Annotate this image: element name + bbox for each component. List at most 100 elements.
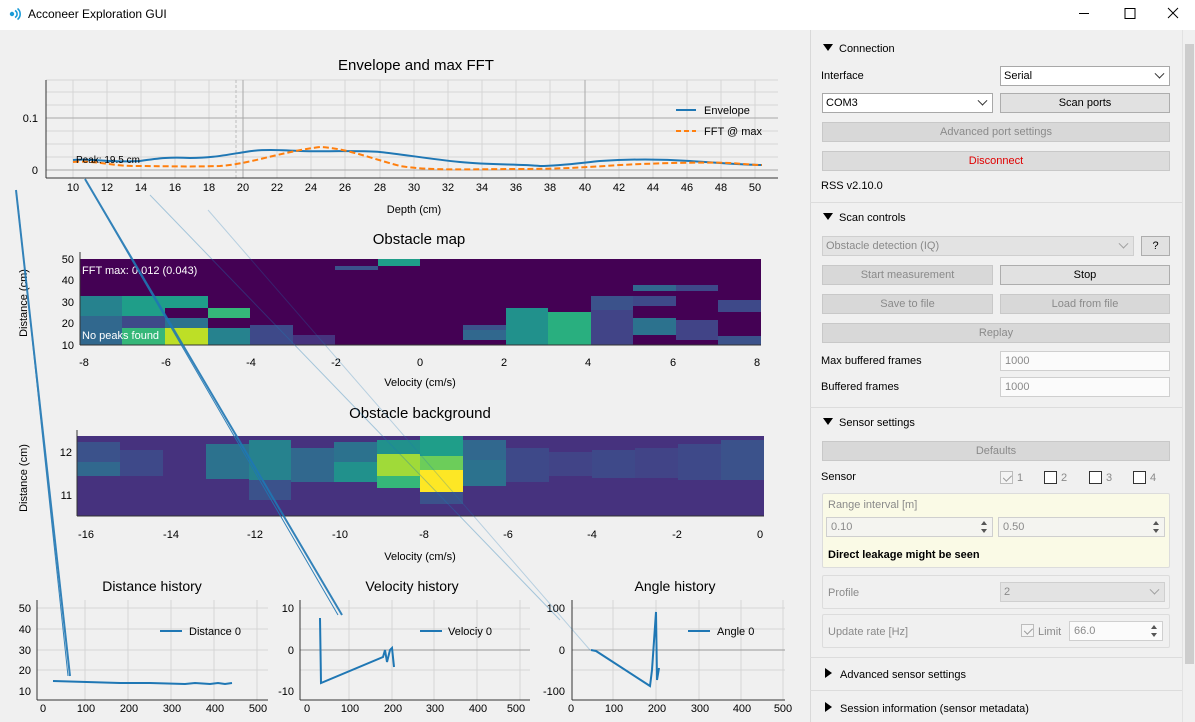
session-info-header[interactable]: Session information (sensor metadata) — [823, 702, 1029, 715]
scrollbar-thumb[interactable] — [1185, 44, 1194, 664]
x-tick: 400 — [733, 703, 751, 715]
max-buffered-frames-input[interactable]: 1000 — [1000, 351, 1170, 371]
distance-line — [52, 680, 233, 686]
defaults-button[interactable]: Defaults — [822, 441, 1170, 461]
sensor-3-checkbox[interactable] — [1089, 471, 1102, 484]
x-tick: 34 — [476, 182, 488, 194]
x-tick: 200 — [384, 703, 402, 715]
sensor-1-checkbox[interactable] — [1000, 471, 1013, 484]
distance-history-title: Distance history — [102, 578, 202, 594]
angle-history-plot[interactable]: Angle 0 100 0 -100 0 100 200 300 400 500 — [543, 600, 792, 715]
minimize-icon — [1079, 13, 1089, 14]
peak-label: Peak: 19.5 cm — [76, 155, 140, 166]
plot-area: Envelope and max FFT — [0, 30, 806, 722]
update-rate-input[interactable]: 66.0 — [1069, 621, 1163, 641]
envelope-plot-title: Envelope and max FFT — [338, 57, 494, 74]
chevron-down-icon — [977, 95, 988, 106]
y-tick: 100 — [547, 603, 565, 615]
scan-controls-header[interactable]: Scan controls — [823, 212, 906, 224]
y-tick: 50 — [62, 254, 74, 266]
x-tick: -6 — [503, 529, 513, 541]
x-tick: 200 — [120, 703, 138, 715]
y-tick: -10 — [278, 686, 294, 698]
obstacle-background-plot[interactable]: 12 11 -16 -14 -12 -10 -8 -6 -4 -2 0 Velo… — [18, 430, 764, 563]
load-from-file-button[interactable]: Load from file — [1000, 294, 1170, 314]
x-tick: 4 — [585, 357, 591, 369]
x-tick: -10 — [332, 529, 348, 541]
x-axis-label: Depth (cm) — [387, 204, 441, 216]
title-bar: Acconeer Exploration GUI — [0, 0, 1195, 30]
buffered-frames-input[interactable]: 1000 — [1000, 377, 1170, 397]
port-select[interactable]: COM3 — [822, 93, 993, 113]
divider — [810, 407, 1182, 408]
sensor-3-label: 3 — [1106, 472, 1113, 484]
profile-select[interactable]: 2 — [1000, 582, 1165, 602]
obstacle-map-plot[interactable]: FFT max: 0.012 (0.043) No peaks found 50… — [18, 252, 761, 389]
y-tick: 40 — [19, 624, 31, 636]
legend-envelope: Envelope — [704, 105, 750, 117]
y-tick: 10 — [62, 340, 74, 352]
service-select[interactable]: Obstacle detection (IQ) — [822, 236, 1134, 256]
angle-history-title: Angle history — [635, 578, 716, 594]
x-tick: -12 — [247, 529, 263, 541]
y-tick: 0 — [288, 645, 294, 657]
y-tick: 20 — [19, 665, 31, 677]
velocity-history-title: Velocity history — [365, 578, 458, 594]
maximize-button[interactable] — [1107, 0, 1153, 28]
stop-button[interactable]: Stop — [1000, 265, 1170, 285]
velocity-history-plot[interactable]: Velociy 0 10 0 -10 0 100 200 300 400 500 — [278, 600, 530, 715]
x-tick: 400 — [469, 703, 487, 715]
x-tick: -6 — [161, 357, 171, 369]
spinner-arrows-icon[interactable] — [980, 519, 990, 535]
replay-button[interactable]: Replay — [822, 323, 1170, 343]
interface-select[interactable]: Serial — [1000, 66, 1170, 86]
advanced-port-settings-button[interactable]: Advanced port settings — [822, 122, 1170, 142]
limit-checkbox[interactable] — [1021, 624, 1034, 637]
spinner-arrows-icon[interactable] — [1152, 519, 1162, 535]
divider — [810, 202, 1182, 203]
angle-line — [590, 611, 660, 688]
x-tick: 0 — [568, 703, 574, 715]
sensor-2-checkbox[interactable] — [1044, 471, 1057, 484]
y-tick: 0.1 — [23, 113, 38, 125]
help-button[interactable]: ? — [1141, 236, 1170, 256]
disconnect-button[interactable]: Disconnect — [822, 151, 1170, 171]
max-buffered-frames-label: Max buffered frames — [821, 355, 922, 367]
x-tick: 38 — [544, 182, 556, 194]
chevron-down-icon — [1154, 68, 1165, 79]
obstacle-bg-title: Obstacle background — [349, 405, 491, 422]
y-tick: 30 — [62, 297, 74, 309]
sensor-4-checkbox[interactable] — [1133, 471, 1146, 484]
x-tick: 40 — [579, 182, 591, 194]
limit-label: Limit — [1038, 626, 1062, 638]
spinner-arrows-icon[interactable] — [1150, 623, 1160, 639]
x-tick: 0 — [40, 703, 46, 715]
distance-history-plot[interactable]: Distance 0 50 40 30 20 10 0 100 200 300 … — [19, 600, 268, 715]
range-end-input[interactable]: 0.50 — [998, 517, 1165, 537]
render-artifact-streaks — [15, 178, 591, 677]
interface-label: Interface — [821, 70, 864, 82]
advanced-sensor-settings-header[interactable]: Advanced sensor settings — [823, 668, 966, 681]
x-tick: 100 — [605, 703, 623, 715]
x-tick: 20 — [237, 182, 249, 194]
y-tick: -100 — [543, 686, 565, 698]
close-button[interactable] — [1149, 0, 1195, 28]
x-tick: 300 — [691, 703, 709, 715]
minimize-button[interactable] — [1061, 0, 1107, 28]
scan-ports-button[interactable]: Scan ports — [1000, 93, 1170, 113]
obstacle-bg-cells — [77, 436, 764, 504]
legend-angle: Angle 0 — [717, 626, 754, 638]
save-to-file-button[interactable]: Save to file — [822, 294, 993, 314]
sidebar-scrollbar[interactable] — [1182, 30, 1195, 722]
sensor-settings-header[interactable]: Sensor settings — [823, 417, 915, 429]
x-tick: 500 — [249, 703, 267, 715]
range-start-input[interactable]: 0.10 — [826, 517, 993, 537]
start-measurement-button[interactable]: Start measurement — [822, 265, 993, 285]
connection-header[interactable]: Connection — [823, 43, 895, 55]
x-tick: 2 — [501, 357, 507, 369]
range-interval-label: Range interval [m] — [828, 499, 918, 511]
x-tick: 30 — [408, 182, 420, 194]
x-tick: 18 — [203, 182, 215, 194]
envelope-plot[interactable]: Peak: 19.5 cm Envelope FFT @ max 0.1 0 1… — [23, 79, 778, 216]
x-tick: 44 — [647, 182, 659, 194]
